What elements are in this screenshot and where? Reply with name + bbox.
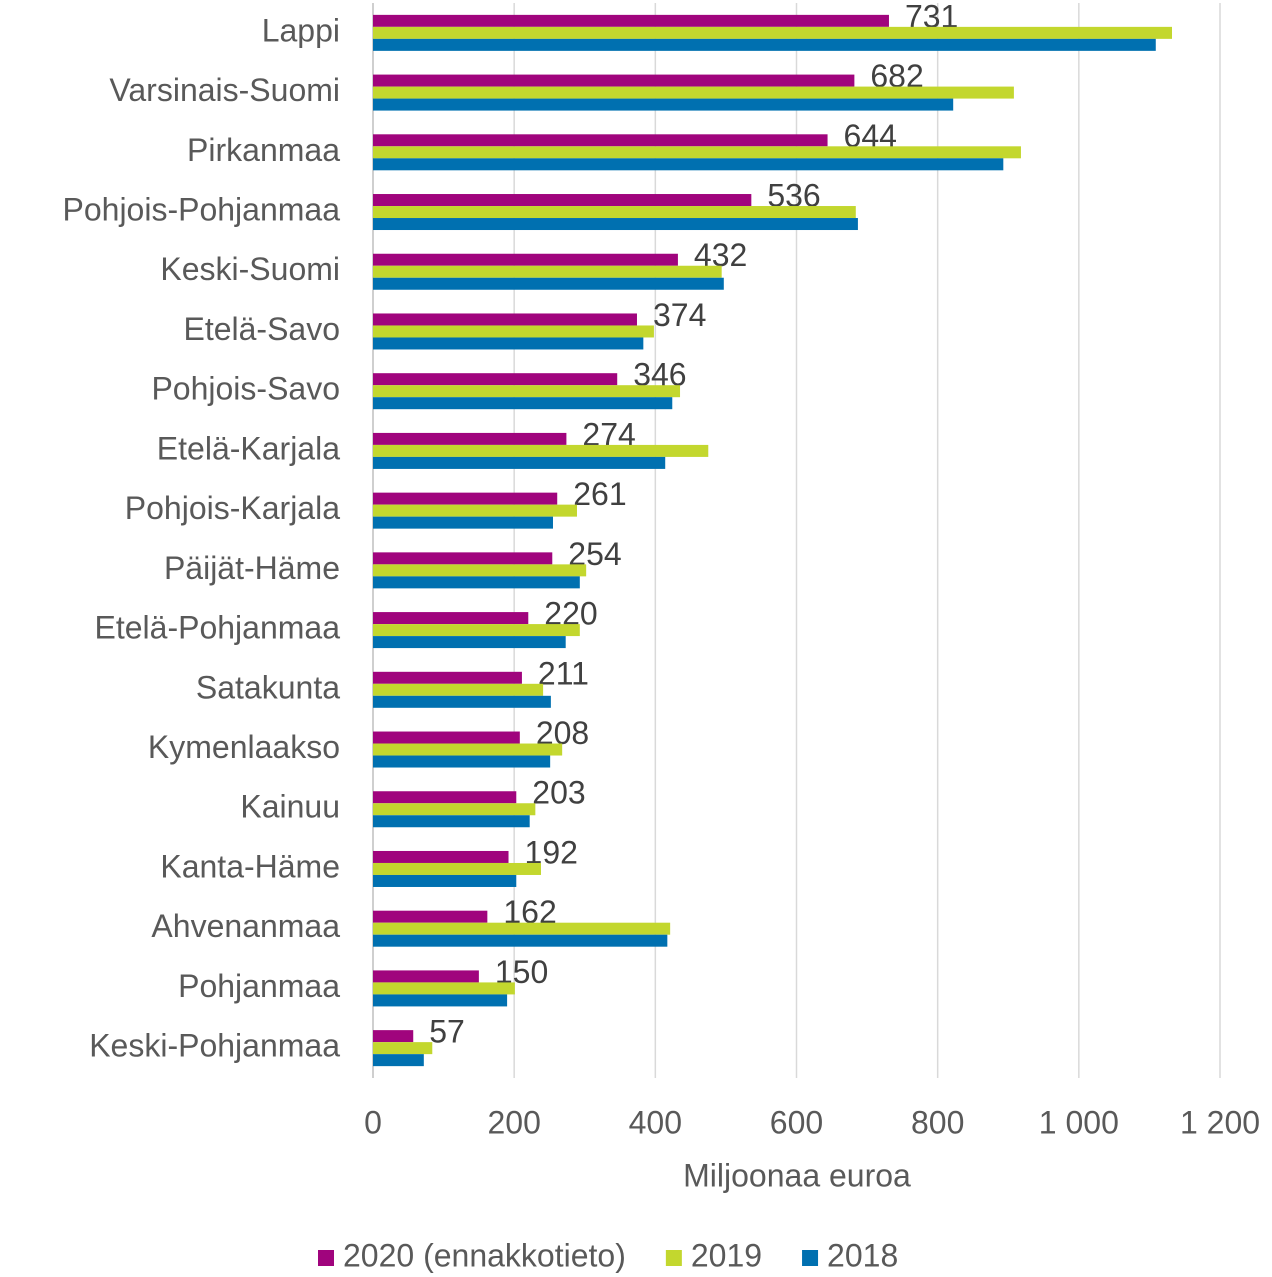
- bar: [373, 564, 587, 577]
- x-tick-label: 1 000: [1039, 1104, 1119, 1140]
- bar: [373, 98, 954, 111]
- data-label: 261: [573, 476, 626, 512]
- bar: [373, 624, 580, 637]
- bar: [373, 636, 566, 649]
- bar: [373, 576, 580, 589]
- bar: [373, 86, 1014, 99]
- y-tick-label: Kainuu: [240, 789, 340, 825]
- bar: [373, 194, 752, 207]
- y-tick-label: Satakunta: [196, 669, 340, 705]
- legend-label: 2019: [691, 1237, 762, 1273]
- bar: [373, 432, 567, 445]
- bar: [373, 552, 553, 565]
- bar: [373, 218, 858, 231]
- bar: [373, 934, 668, 947]
- bar: [373, 755, 551, 768]
- y-tick-label: Etelä-Pohjanmaa: [95, 610, 341, 646]
- legend-swatch: [802, 1250, 819, 1266]
- bar: [373, 862, 541, 875]
- bar: [373, 731, 520, 744]
- bar: [373, 146, 1021, 159]
- bar: [373, 206, 856, 219]
- y-tick-label: Pohjois-Pohjanmaa: [63, 191, 341, 227]
- bar: [373, 456, 666, 469]
- bar: [373, 743, 563, 756]
- y-tick-label: Päijät-Häme: [164, 550, 340, 586]
- bar: [373, 158, 1004, 171]
- bar: [373, 1042, 433, 1055]
- bar: [373, 994, 508, 1007]
- legend-label: 2020 (ennakkotieto): [343, 1237, 626, 1273]
- bar: [373, 612, 529, 625]
- y-tick-label: Etelä-Karjala: [157, 430, 340, 466]
- y-tick-label: Lappi: [262, 12, 340, 48]
- bar: [373, 1054, 424, 1067]
- x-tick-label: 0: [364, 1104, 382, 1140]
- bar: [373, 26, 1173, 39]
- y-tick-label: Varsinais-Suomi: [109, 72, 340, 108]
- bar: [373, 385, 681, 398]
- y-tick-label: Pirkanmaa: [187, 132, 340, 168]
- bar: [373, 373, 618, 386]
- y-tick-label: Keski-Pohjanmaa: [89, 1028, 340, 1064]
- y-tick-label: Pohjanmaa: [178, 968, 340, 1004]
- x-tick-label: 600: [770, 1104, 823, 1140]
- bar: [373, 253, 678, 266]
- bar: [373, 791, 517, 804]
- bar: [373, 970, 479, 983]
- bar: [373, 444, 709, 457]
- data-label: 203: [532, 775, 585, 811]
- bar: [373, 803, 536, 816]
- legend-swatch: [318, 1250, 334, 1266]
- y-tick-label: Keski-Suomi: [160, 251, 340, 287]
- y-tick-label: Kymenlaakso: [148, 729, 340, 765]
- bar: [373, 815, 530, 828]
- bar: [373, 313, 637, 326]
- x-tick-label: 1 200: [1180, 1104, 1260, 1140]
- bar: [373, 38, 1156, 51]
- bar: [373, 397, 673, 410]
- bar: [373, 982, 515, 995]
- bar: [373, 874, 517, 887]
- legend-label: 2018: [827, 1237, 898, 1273]
- y-tick-label: Pohjois-Karjala: [125, 490, 340, 526]
- bar: [373, 337, 644, 350]
- bar: [373, 325, 654, 338]
- bar: [373, 1030, 414, 1043]
- bar: [373, 134, 828, 147]
- legend-swatch: [665, 1250, 682, 1266]
- bar: [373, 683, 544, 696]
- bar: [373, 492, 558, 505]
- y-tick-label: Pohjois-Savo: [151, 371, 340, 407]
- data-label: 374: [653, 297, 706, 333]
- bar: [373, 14, 889, 27]
- data-label: 57: [429, 1014, 465, 1050]
- bar: [373, 265, 722, 278]
- bar: [373, 74, 855, 87]
- x-tick-label: 200: [487, 1104, 540, 1140]
- bar: [373, 516, 553, 529]
- y-tick-label: Etelä-Savo: [183, 311, 340, 347]
- bar: [373, 277, 724, 290]
- y-tick-label: Kanta-Häme: [160, 848, 340, 884]
- bar: [373, 850, 509, 863]
- x-tick-label: 400: [629, 1104, 682, 1140]
- x-axis-title: Miljoonaa euroa: [683, 1157, 911, 1193]
- bar: [373, 671, 522, 684]
- y-tick-label: Ahvenanmaa: [151, 908, 340, 944]
- data-label: 211: [538, 655, 589, 691]
- bar: [373, 922, 671, 935]
- bar: [373, 695, 551, 708]
- x-tick-label: 800: [911, 1104, 964, 1140]
- bar: [373, 910, 488, 923]
- bar: [373, 504, 577, 517]
